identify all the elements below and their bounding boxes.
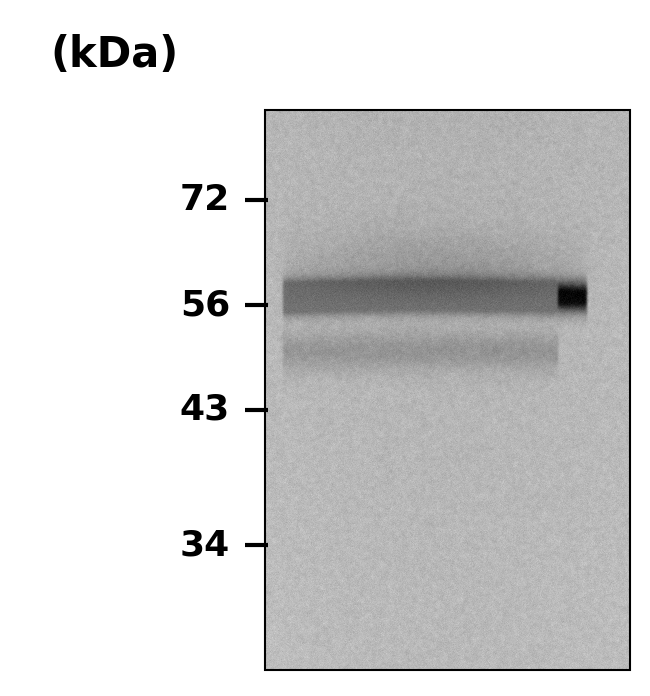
Text: 72: 72 [180, 183, 230, 217]
Text: 56: 56 [180, 288, 230, 322]
Text: (kDa): (kDa) [51, 34, 179, 76]
Text: 34: 34 [180, 528, 230, 562]
Bar [265, 110, 630, 670]
Text: 43: 43 [180, 393, 230, 427]
